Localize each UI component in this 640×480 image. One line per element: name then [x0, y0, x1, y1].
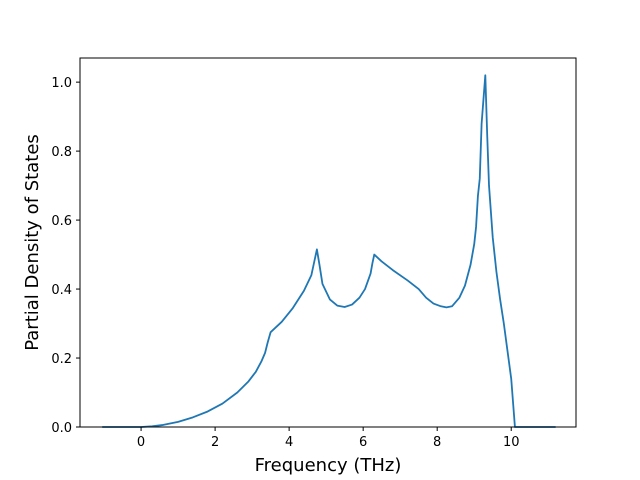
y-tick-label: 0.0 — [51, 421, 72, 436]
x-axis-label: Frequency (THz) — [255, 455, 402, 476]
x-tick-label: 8 — [433, 435, 441, 450]
y-axis-label: Partial Density of States — [22, 134, 43, 351]
y-tick-label: 0.6 — [51, 214, 72, 229]
plot-frame — [79, 57, 577, 428]
x-tick-label: 4 — [285, 435, 293, 450]
x-tick-label: 0 — [137, 435, 145, 450]
y-tick-label: 0.4 — [51, 283, 72, 298]
x-tick-label: 6 — [359, 435, 367, 450]
x-tick-label: 10 — [503, 435, 520, 450]
series-line-0 — [102, 74, 556, 428]
y-tick-label: 0.8 — [51, 145, 72, 160]
y-tick-label: 1.0 — [51, 76, 72, 91]
y-tick-label: 0.2 — [51, 352, 72, 367]
x-tick-label: 2 — [211, 435, 219, 450]
